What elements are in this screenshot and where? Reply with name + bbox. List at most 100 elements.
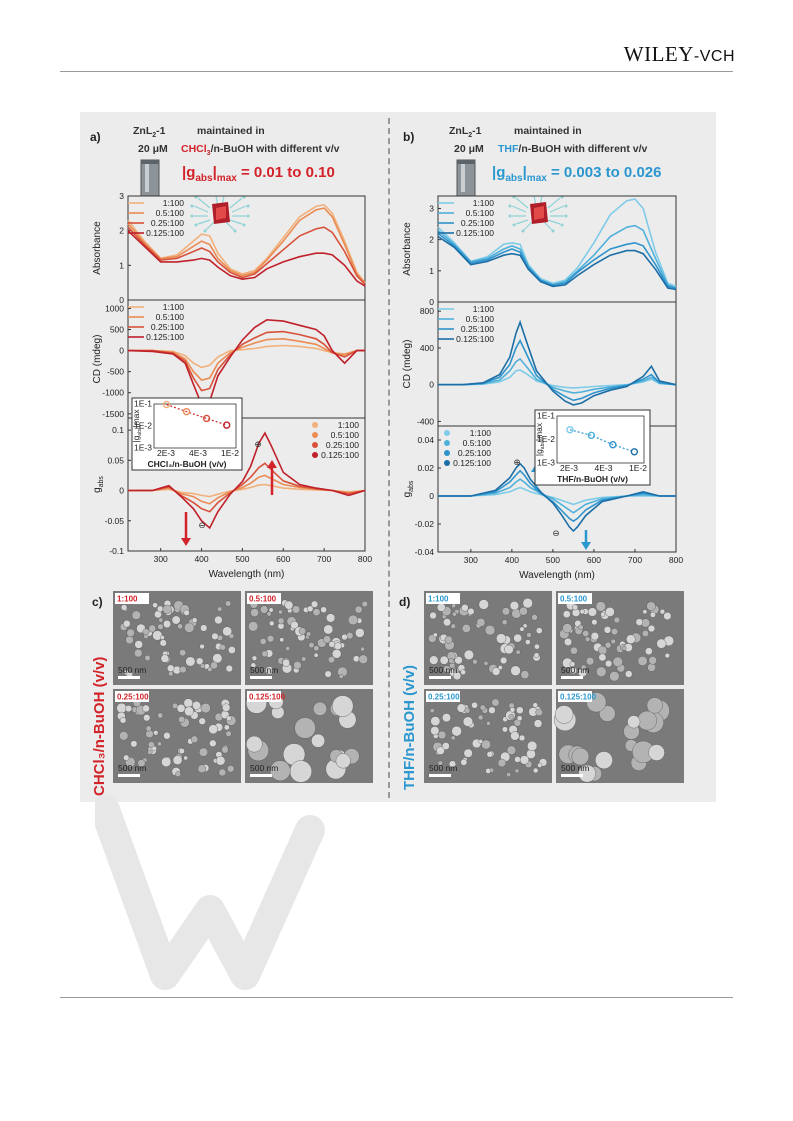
series-line-0-125-100 [127, 230, 366, 287]
x-axis-label: Wavelength (nm) [519, 570, 595, 581]
y-axis-label: gabs [402, 480, 415, 497]
series-line-0-125-100 [437, 235, 677, 291]
sem-particle [578, 624, 584, 630]
sem-particle [497, 665, 503, 670]
sem-particle [266, 611, 272, 617]
sem-tag-label: 0.125:100 [249, 693, 286, 702]
sem-particle [313, 652, 319, 658]
inset-y-sub: abs [540, 441, 546, 450]
sem-particle [569, 666, 577, 675]
inset-y-tick: 1E-2 [134, 421, 152, 431]
sem-particle [179, 666, 187, 674]
y-tick-label: -0.04 [415, 547, 435, 557]
sem-particle [531, 614, 538, 621]
y-axis-label-sub: abs [408, 480, 415, 492]
sem-particle [491, 667, 501, 676]
sem-particle [228, 646, 236, 654]
sem-particle [533, 652, 540, 659]
sem-particle [443, 665, 451, 673]
sem-particle [125, 705, 133, 713]
sem-particle [313, 701, 327, 716]
sem-particle [157, 623, 164, 630]
sem-particle [313, 645, 320, 652]
sem-particle [501, 619, 508, 625]
sem-particle [571, 747, 590, 766]
y-tick-label: 500 [110, 325, 124, 335]
series-line-1-100 [437, 198, 677, 288]
panel-b-solvent: THF/n-BuOH with different v/v [498, 143, 647, 155]
sem-particle [664, 653, 670, 659]
publisher-name: WILEY [623, 42, 694, 66]
series-line-0-25-100 [128, 330, 365, 392]
sem-particle [184, 622, 195, 633]
legend-label: 0.25:100 [461, 324, 494, 334]
sem-particle [467, 607, 475, 615]
inset-y-end: |max [534, 422, 544, 441]
sem-particle [157, 741, 162, 747]
sem-particle [223, 724, 230, 731]
y-tick-label: 0 [429, 297, 434, 307]
legend-dot [312, 432, 318, 438]
inset-y-tick: 1E-2 [537, 434, 555, 444]
panel-c-letter: c) [92, 595, 103, 609]
sem-particle [197, 764, 207, 774]
sem-particle [269, 760, 291, 781]
sem-particle [488, 706, 496, 714]
sem-particle [156, 605, 164, 613]
y-tick-label: 1 [119, 260, 124, 270]
legend-label: 0.125:100 [453, 458, 491, 468]
sem-tag-label: 1:100 [117, 595, 138, 604]
y-tick-label: 1 [429, 266, 434, 276]
sem-particle [501, 607, 510, 616]
sem-particle [641, 630, 649, 637]
sem-particle [335, 753, 351, 769]
legend-label: 0.125:100 [146, 332, 184, 342]
sem-particle [648, 744, 665, 761]
inset-frame [534, 409, 651, 486]
sem-particle [509, 707, 516, 713]
sem-particle [635, 618, 644, 626]
legend-label: 0.25:100 [326, 440, 359, 450]
sem-particle [621, 645, 627, 651]
sem-particle [456, 703, 466, 713]
sem-particle [119, 731, 129, 741]
sem-particle [361, 600, 368, 608]
sem-particle [160, 654, 169, 663]
cuvette-icon [140, 159, 160, 197]
sem-particle [119, 716, 127, 724]
sem-particle [485, 768, 491, 774]
sem-particle [143, 714, 151, 722]
sem-particle [599, 705, 616, 722]
sem-particle [562, 610, 571, 619]
sem-particle [590, 632, 599, 641]
sem-tag-bg [558, 593, 592, 604]
sem-particle [478, 739, 483, 744]
sem-particle [354, 605, 363, 614]
sem-particle [207, 666, 213, 672]
x-tick-label: 400 [194, 554, 208, 564]
sem-particle [448, 760, 457, 768]
scale-bar-label: 500 nm [118, 665, 146, 675]
sem-particle [513, 633, 522, 643]
sem-particle [612, 656, 623, 667]
sem-particle [198, 717, 206, 725]
series-line-0-25-100 [438, 338, 677, 402]
sem-particle [159, 635, 165, 640]
panel-d-side-label: THF/n-BuOH (v/v) [401, 665, 418, 790]
sem-particle [506, 745, 517, 755]
sem-tag-label: 0.25:100 [117, 693, 149, 702]
sem-particle [214, 615, 223, 625]
legend-label: 1:100 [338, 420, 360, 430]
sem-particle [430, 726, 440, 736]
panel-c-side-label: CHCl₃/n-BuOH (v/v) [91, 657, 108, 796]
sem-particle [184, 706, 194, 717]
sem-particle [486, 721, 491, 726]
sem-particle [429, 708, 435, 714]
sem-particle [605, 607, 615, 617]
sem-particle [460, 758, 468, 766]
plus-marker: ⊕ [513, 457, 520, 467]
sem-particle [460, 669, 466, 676]
sem-particle [642, 609, 648, 615]
inset-axes [556, 415, 645, 464]
